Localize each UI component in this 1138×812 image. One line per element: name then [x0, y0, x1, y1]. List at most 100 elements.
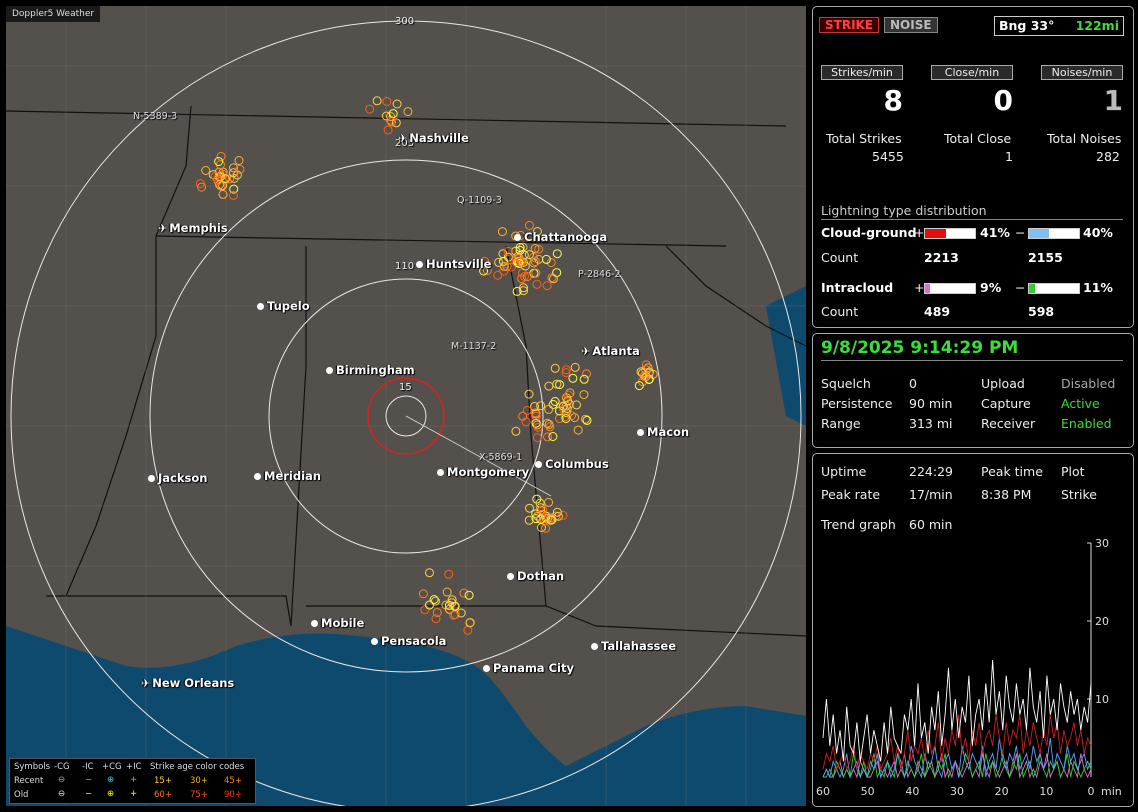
strike-marker: [529, 258, 539, 268]
upload-value[interactable]: Disabled: [1061, 376, 1116, 391]
close-per-min-label: Close/min: [931, 65, 1013, 80]
city-name: Huntsville: [426, 257, 492, 271]
strike-marker: [512, 286, 522, 296]
old-cg-pos-icon: ⊕: [107, 789, 115, 799]
trend-graph-label: Trend graph: [821, 517, 896, 532]
trend-chart: 30 20 10 60 50 40 30 20 10 0 min: [816, 539, 1122, 798]
city-label: ✈ Nashville: [398, 131, 469, 145]
strike-marker: [535, 498, 545, 508]
storm-label[interactable]: P-2846-2: [578, 269, 621, 280]
x-tick-label: 60: [816, 785, 830, 798]
legend-symbols-label: Symbols: [14, 762, 51, 772]
city-label: ✈ New Orleans: [141, 676, 234, 690]
storm-label[interactable]: X-5869-1: [479, 452, 523, 463]
strike-marker: [502, 262, 512, 272]
y-tick-label: 10: [1095, 693, 1109, 706]
strike-marker: [544, 404, 554, 414]
strike-marker: [634, 381, 644, 391]
strike-marker: [383, 125, 393, 135]
city-name: Jackson: [158, 471, 208, 485]
cg-negative-fill: [1029, 229, 1049, 238]
plot-value[interactable]: Strike: [1061, 487, 1097, 502]
range-rings: [10, 20, 802, 806]
city-dot-icon: [637, 429, 644, 436]
ic-positive-fill: [925, 284, 930, 293]
strike-marker: [516, 257, 526, 267]
strike-marker: [517, 274, 527, 284]
city-dot-icon: [148, 475, 155, 482]
strike-marker: [552, 249, 562, 259]
strike-marker: [420, 605, 430, 615]
city-dot-icon: [371, 638, 378, 645]
city-label: Macon: [637, 425, 689, 439]
strike-marker: [558, 510, 568, 520]
strike-marker: [216, 151, 226, 161]
noise-button[interactable]: NOISE: [884, 17, 938, 33]
total-strikes-value: 5455: [872, 149, 904, 164]
upload-label: Upload: [981, 376, 1025, 391]
storm-label[interactable]: Q-1109-3: [457, 195, 502, 206]
strike-marker: [532, 433, 542, 443]
range-label-15: 15: [399, 382, 412, 393]
trend-panel: Uptime 224:29 Peak time Plot Peak rate 1…: [812, 453, 1134, 807]
strike-marker: [636, 367, 646, 377]
peak-rate-value: 17/min: [909, 487, 953, 502]
y-tick-label: 20: [1095, 615, 1109, 628]
strike-marker: [531, 514, 541, 524]
strike-marker: [544, 497, 554, 507]
strike-marker: [229, 184, 239, 194]
strike-marker: [533, 422, 543, 432]
ic-positive-count: 489: [924, 304, 951, 319]
strike-marker: [215, 180, 225, 190]
strike-marker: [524, 515, 534, 525]
city-label: ✈ Atlanta: [581, 344, 640, 358]
close-per-min-value: 0: [993, 84, 1013, 117]
strike-button[interactable]: STRIKE: [819, 17, 880, 33]
city-label: ✈ Memphis: [158, 221, 228, 235]
strike-marker: [549, 274, 558, 284]
strike-marker: [525, 220, 534, 230]
range-value: 313 mi: [909, 416, 953, 431]
peak-time-value: 8:38 PM: [981, 487, 1032, 502]
strike-marker: [552, 268, 562, 278]
total-close-value: 1: [1005, 149, 1013, 164]
city-label: Tupelo: [257, 299, 310, 313]
strike-marker: [499, 266, 509, 276]
squelch-value: 0: [909, 376, 917, 391]
strike-marker: [572, 400, 581, 410]
legend-col: +CG: [102, 762, 122, 772]
city-dot-icon: [437, 469, 444, 476]
trend-series-line: [822, 753, 1092, 779]
strike-marker: [573, 425, 583, 435]
capture-value[interactable]: Active: [1061, 396, 1100, 411]
city-dot-icon: [257, 303, 264, 310]
strike-marker: [235, 164, 245, 174]
strike-marker: [218, 189, 228, 199]
city-name: Panama City: [493, 661, 574, 675]
x-tick-label: 40: [905, 785, 919, 798]
range-label-205: 205: [395, 138, 415, 149]
strike-marker: [449, 610, 459, 620]
divider: [821, 360, 1123, 361]
city-name: Mobile: [321, 616, 365, 630]
strike-marker: [425, 600, 434, 610]
city-label: Dothan: [507, 569, 564, 583]
strike-marker: [561, 368, 571, 378]
strike-marker: [441, 600, 451, 610]
strike-marker: [372, 96, 382, 106]
lightning-map[interactable]: Doppler5 Weather 300 205 110 15 ✈ Nashvil…: [6, 6, 806, 806]
distribution-title: Lightning type distribution: [821, 203, 987, 218]
datetime: 9/8/2025 9:14:29 PM: [821, 338, 1019, 358]
strike-marker: [432, 608, 442, 617]
storm-label[interactable]: N-5389-3: [133, 111, 178, 122]
recent-cg-neg-icon: ⊖: [58, 775, 66, 785]
strike-marker: [534, 244, 544, 254]
strike-marker: [524, 389, 534, 399]
receiver-value[interactable]: Enabled: [1061, 416, 1112, 431]
x-tick-label: 20: [995, 785, 1009, 798]
city-dot-icon: [514, 234, 521, 241]
cg-count-label: Count: [821, 250, 859, 265]
peak-time-label: Peak time: [981, 464, 1043, 479]
storm-label[interactable]: M-1137-2: [451, 341, 497, 352]
ic-plus-sign: +: [914, 280, 925, 295]
